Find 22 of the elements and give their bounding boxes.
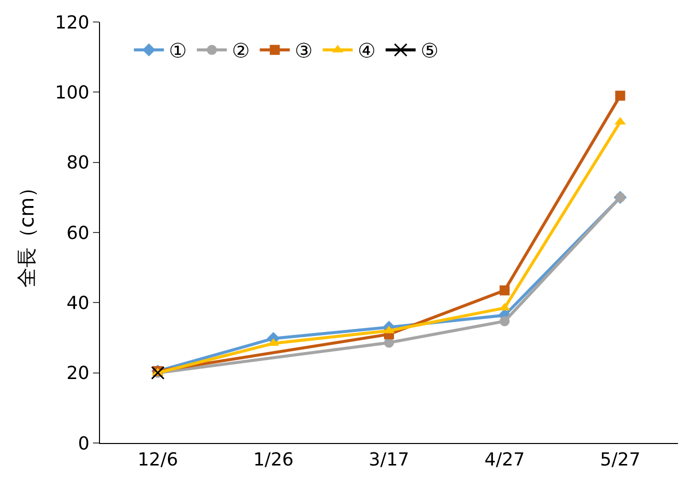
y-tick-label: 80 [66,152,90,174]
y-tick-label: 100 [55,82,90,104]
legend-label: ② [232,38,250,63]
y-tick-label: 120 [55,12,90,34]
legend-label: ④ [358,38,376,63]
x-tick-label: 4/27 [484,450,525,471]
x-tick-label: 5/27 [600,450,640,471]
point [384,338,394,348]
y-axis-title: 全長（cm） [14,177,39,288]
legend-label: ⑤ [420,38,439,63]
y-tick-label: 40 [66,292,90,314]
point [500,316,510,326]
legend-label: ③ [294,38,313,63]
legend-label: ① [168,38,187,63]
x-tick-label: 1/26 [253,450,294,471]
point [615,90,626,101]
y-tick-label: 0 [78,433,90,454]
y-tick-label: 60 [66,222,90,244]
x-tick-label: 12/6 [138,450,178,471]
point [500,285,510,296]
x-tick-label: 3/17 [368,450,410,471]
y-tick-label: 20 [66,363,90,384]
